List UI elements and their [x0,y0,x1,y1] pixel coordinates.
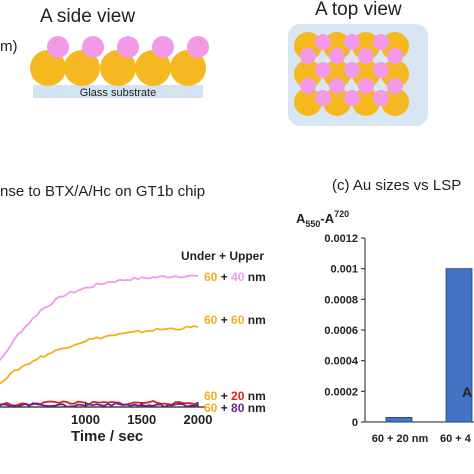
gold-particle [170,50,206,86]
legend-header: Under + Upper [181,249,264,263]
pink-particle [315,90,331,106]
bar-category-label: 60 + 20 nm [372,433,429,445]
y-tick-label: 0.0002 [324,386,358,398]
x-tick-label: 1500 [127,412,156,427]
series-line-60-60 [0,325,199,385]
pink-particle [315,34,331,50]
legend-entry: 60 + 20 nm [204,389,266,403]
line-chart-title: nse to BTX/A/Hc on GT1b chip [0,183,205,200]
legend-entry: 60 + 40 nm [204,270,266,284]
line-chart: 1000 1500 2000 Time / sec Under + Upper 60… [0,249,266,445]
pink-particle [373,62,389,78]
pink-particle [300,48,316,64]
bar [385,416,413,423]
cut-label: m) [0,38,18,55]
substrate-label: Glass substrate [80,87,156,99]
pink-particle [329,48,345,64]
pink-particle [358,78,374,94]
bar [445,268,473,423]
pink-particle [387,48,403,64]
y-tick-label: 0.0006 [324,325,358,337]
pink-particle [329,78,345,94]
pink-particle [300,78,316,94]
pink-particle [387,78,403,94]
bar-chart-corner-label: A [462,384,472,400]
bar-chart-title: (c) Au sizes vs LSP [332,177,461,194]
glass-substrate [33,85,203,98]
gold-particle [294,60,322,88]
x-tick-label: 2000 [184,412,213,427]
pink-particle [344,62,360,78]
gold-particle [100,50,136,86]
bar-category-label: 60 + 4 [440,433,472,445]
side-view-title: A side view [40,6,135,27]
y-tick-label: 0.0008 [324,294,358,306]
gold-particle [294,88,322,116]
pink-particle [358,48,374,64]
pink-particle [373,34,389,50]
y-tick-label: 0.0012 [324,233,358,245]
legend-entry: 60 + 80 nm [204,401,266,415]
pink-particle [82,36,104,58]
top-view-illustration [288,24,428,126]
gold-particle [64,50,100,86]
pink-particle [117,36,139,58]
top-view-title: A top view [315,0,402,20]
pink-particle [47,36,69,58]
pink-particle [315,62,331,78]
bar-chart: A550-A720 0.0012 0.001 0.0008 0.0006 0.0004 0… [296,209,474,445]
line-chart-xlabel: Time / sec [71,428,143,445]
gold-particle [135,50,171,86]
y-tick-label: 0.0004 [324,356,359,368]
pink-particle [344,90,360,106]
pink-particle [344,34,360,50]
pink-particle [152,36,174,58]
y-tick-label: 0.001 [330,264,358,276]
y-tick-label: 0 [352,417,358,429]
series-line-60-40 [0,274,199,362]
gold-particle [30,50,66,86]
bar-chart-ylabel: A550-A720 [296,209,349,229]
pink-particle [373,90,389,106]
legend-entry: 60 + 60 nm [204,313,266,327]
pink-particle [187,36,209,58]
side-view-illustration: Glass substrate [30,36,209,99]
x-tick-label: 1000 [71,412,100,427]
